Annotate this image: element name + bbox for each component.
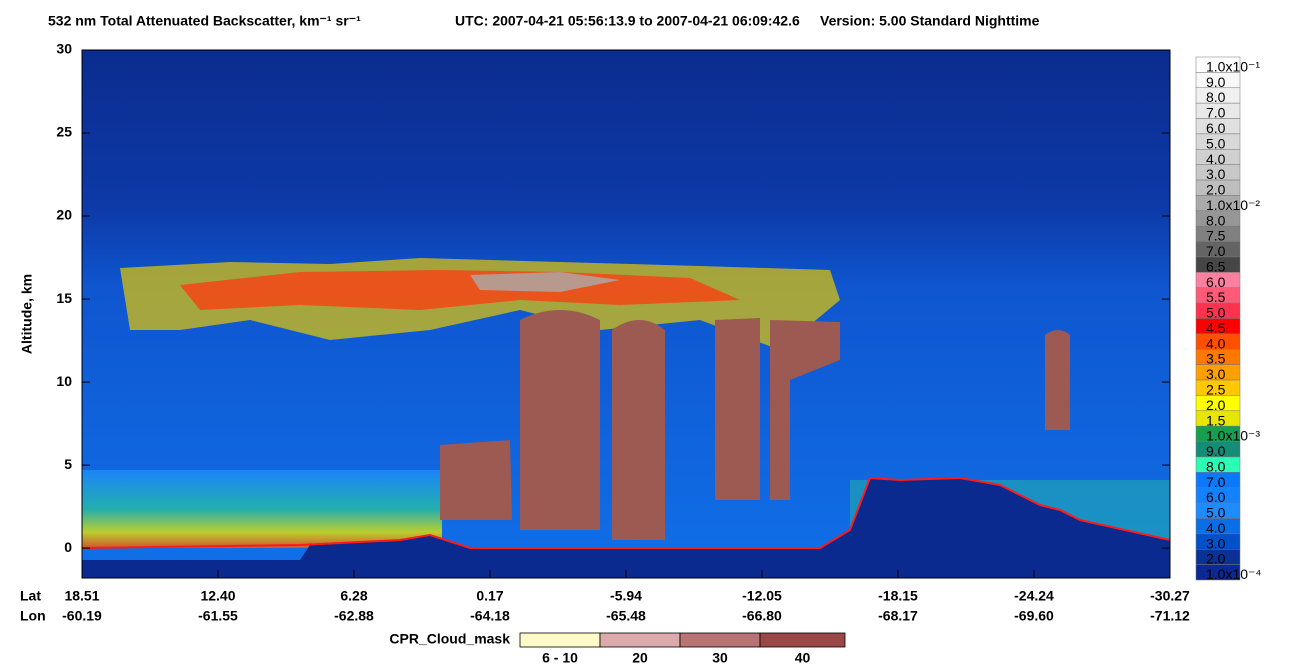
colorbar-label: 5.5 (1206, 289, 1226, 305)
row-label: Lon (20, 608, 46, 624)
colorbar-label: 1.0x10⁻¹ (1206, 58, 1260, 74)
colorbar-label: 6.0 (1206, 489, 1226, 505)
colorbar-label: 3.5 (1206, 351, 1226, 367)
cloud-mask-swatch (759, 632, 846, 648)
cloud-mask-label: 30 (712, 650, 728, 666)
y-tick-label: 0 (64, 539, 72, 555)
colorbar-label: 5.0 (1206, 135, 1226, 151)
time-range: UTC: 2007-04-21 05:56:13.9 to 2007-04-21… (455, 13, 800, 29)
colorbar-label: 5.0 (1206, 505, 1226, 521)
cirrus-core (470, 272, 620, 292)
colorbar-label: 7.5 (1206, 228, 1226, 244)
aerosol-layer (82, 470, 442, 548)
version: Version: 5.00 Standard Nighttime (820, 13, 1040, 29)
colorbar-label: 9.0 (1206, 74, 1226, 90)
colorbar-label: 2.0 (1206, 182, 1226, 198)
x-tick-label: -24.24 (1014, 588, 1054, 604)
colorbar-label: 1.0x10⁻² (1206, 197, 1260, 213)
colorbar-label: 4.0 (1206, 520, 1226, 536)
cloud-mask-swatch (679, 632, 761, 648)
x-tick-label: -71.12 (1150, 608, 1190, 624)
colorbar-label: 2.0 (1206, 551, 1226, 567)
colorbar-swatch (1195, 564, 1241, 581)
surface-line (81, 476, 1171, 549)
x-tick-label: 0.17 (476, 588, 503, 604)
x-tick-label: -61.55 (198, 608, 238, 624)
colorbar-label: 4.5 (1206, 320, 1226, 336)
x-tick-label: -60.19 (62, 608, 102, 624)
colorbar-label: 6.5 (1206, 258, 1226, 274)
y-axis-label: Altitude, km (19, 274, 35, 354)
y-tick-label: 20 (56, 207, 72, 223)
curtain-image (81, 49, 1171, 579)
x-tick-label: -18.15 (878, 588, 918, 604)
colorbar-label: 8.0 (1206, 89, 1226, 105)
cloud-mask-swatch (519, 632, 601, 648)
colorbar-label: 8.0 (1206, 212, 1226, 228)
cloud-mask-region (440, 310, 1070, 540)
cloud-mask-title: CPR_Cloud_mask (389, 631, 510, 647)
row-label: Lat (20, 588, 41, 604)
colorbar-label: 6.0 (1206, 274, 1226, 290)
x-tick-label: -69.60 (1014, 608, 1054, 624)
x-tick-label: -12.05 (742, 588, 782, 604)
colorbar-label: 7.0 (1206, 243, 1226, 259)
y-tick-label: 25 (56, 124, 72, 140)
colorbar-label: 2.5 (1206, 382, 1226, 398)
x-tick-label: -66.80 (742, 608, 782, 624)
title: 532 nm Total Attenuated Backscatter, km⁻… (48, 13, 361, 29)
cloud-mask-swatch (599, 632, 681, 648)
colorbar-label: 6.0 (1206, 120, 1226, 136)
colorbar-label: 7.0 (1206, 105, 1226, 121)
x-tick-label: -5.94 (610, 588, 642, 604)
x-tick-label: -30.27 (1150, 588, 1190, 604)
colorbar-label: 3.0 (1206, 535, 1226, 551)
colorbar-label: 5.0 (1206, 305, 1226, 321)
colorbar-label: 3.0 (1206, 366, 1226, 382)
y-tick-label: 15 (56, 290, 72, 306)
colorbar-label: 7.0 (1206, 474, 1226, 490)
colorbar-label: 9.0 (1206, 443, 1226, 459)
y-tick-label: 5 (64, 456, 72, 472)
colorbar-label: 1.0x10⁻⁴ (1206, 566, 1261, 582)
cloud-mask-label: 6 - 10 (542, 650, 578, 666)
x-tick-label: 6.28 (340, 588, 367, 604)
cloud-mask-label: 20 (632, 650, 648, 666)
x-tick-label: -68.17 (878, 608, 918, 624)
surface (82, 478, 1170, 578)
colorbar-label: 1.0x10⁻³ (1206, 428, 1260, 444)
colorbar-label: 8.0 (1206, 458, 1226, 474)
cloud-mask-label: 40 (795, 650, 811, 666)
y-tick-label: 10 (56, 373, 72, 389)
colorbar-label: 4.0 (1206, 151, 1226, 167)
x-tick-label: -65.48 (606, 608, 646, 624)
y-tick-label: 30 (56, 41, 72, 57)
x-tick-label: 12.40 (200, 588, 235, 604)
x-tick-label: -64.18 (470, 608, 510, 624)
x-tick-label: -62.88 (334, 608, 374, 624)
colorbar-label: 1.5 (1206, 412, 1226, 428)
colorbar-label: 4.0 (1206, 335, 1226, 351)
colorbar-label: 3.0 (1206, 166, 1226, 182)
x-tick-label: 18.51 (64, 588, 99, 604)
colorbar-label: 2.0 (1206, 397, 1226, 413)
